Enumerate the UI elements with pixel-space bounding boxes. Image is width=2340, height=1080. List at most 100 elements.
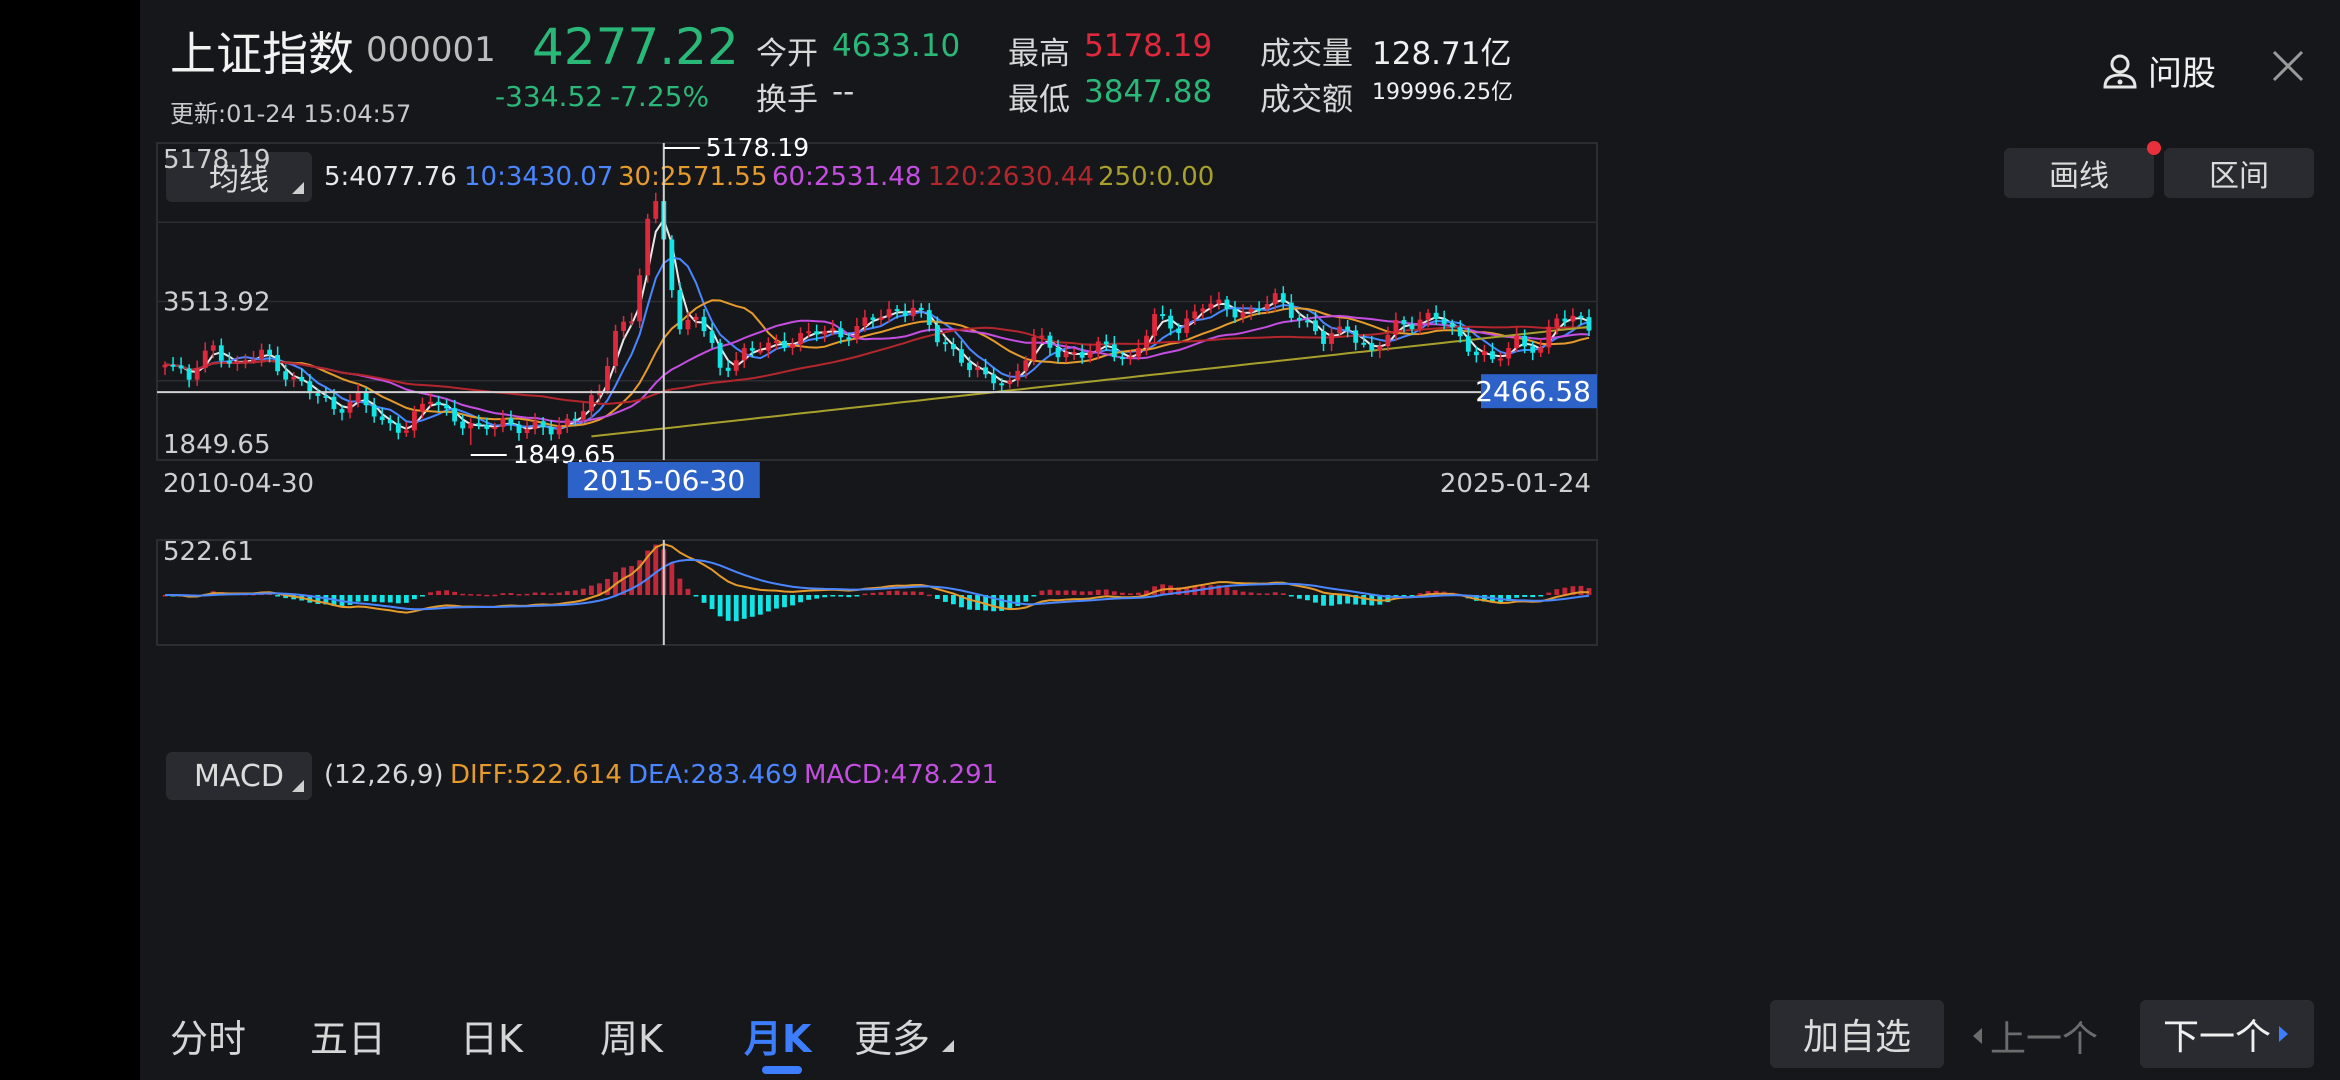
candle-body: [202, 350, 208, 368]
macd-lines: [164, 542, 1590, 614]
ask-stock-button[interactable]: 问股: [2100, 46, 2216, 95]
candle-body: [1457, 327, 1463, 337]
close-button[interactable]: [2268, 46, 2308, 90]
candlestick-chart[interactable]: 5178.19 3513.92 1849.65 2010-04-30 2025-…: [140, 0, 2340, 720]
candle-body: [757, 350, 763, 353]
candle-body: [1465, 336, 1471, 352]
ma-selector[interactable]: 均线: [166, 152, 312, 202]
macd-bar: [347, 595, 353, 605]
candle-body: [194, 367, 200, 380]
candle-body: [1393, 320, 1399, 335]
candle-body: [218, 345, 224, 361]
macd-bar: [1554, 589, 1560, 595]
macd-bar: [894, 590, 900, 595]
macd-bar: [1305, 595, 1310, 601]
macd-bar: [999, 595, 1005, 611]
candle-body: [323, 395, 329, 398]
candle-body: [484, 424, 490, 429]
candle-body: [1144, 335, 1149, 349]
amount-value: 199996.25亿: [1372, 80, 1513, 105]
macd-bar: [420, 595, 425, 597]
candle-body: [1345, 326, 1351, 331]
low-value: 3847.88: [1084, 74, 1213, 110]
macd-bar: [1256, 593, 1262, 595]
candle-body: [886, 309, 892, 318]
candle-body: [1490, 351, 1495, 360]
macd-bar: [959, 595, 964, 608]
stock-name: 上证指数: [170, 27, 354, 81]
range-button[interactable]: 区间: [2164, 148, 2314, 198]
stock-code: 000001: [366, 30, 496, 70]
y-axis-mid-label: 3513.92: [163, 288, 271, 318]
macd-bar: [1144, 590, 1149, 595]
candle-body: [1176, 328, 1182, 333]
tab-intraday[interactable]: 分时: [170, 1017, 247, 1061]
macd-bar: [476, 594, 482, 596]
candle-body: [725, 367, 731, 371]
candle-body: [1087, 351, 1093, 358]
candle-body: [774, 340, 779, 343]
tab-five-day[interactable]: 五日: [310, 1017, 387, 1061]
candle-body: [1272, 293, 1278, 305]
macd-chart[interactable]: 522.61: [140, 0, 2340, 980]
candle-body: [1095, 341, 1101, 352]
macd-bar: [934, 595, 940, 599]
macd-bar: [1152, 586, 1157, 595]
candle-body: [500, 418, 506, 428]
macd-bar: [572, 590, 578, 595]
draw-line-button[interactable]: 画线: [2004, 148, 2154, 198]
volume-value: 128.71亿: [1372, 36, 1512, 72]
macd-bar: [1514, 595, 1520, 598]
add-favorite-button[interactable]: 加自选: [1770, 1000, 1944, 1068]
candle-body: [1063, 352, 1069, 358]
candle-body: [1337, 326, 1343, 334]
candle-body: [1554, 318, 1560, 327]
macd-bar: [910, 591, 916, 595]
macd-bar: [1401, 595, 1407, 597]
next-stock-button[interactable]: 下一个: [2140, 1000, 2314, 1068]
candle-body: [243, 360, 248, 363]
tab-weekly-k[interactable]: 周K: [600, 1017, 663, 1061]
candle-body: [1152, 314, 1157, 336]
macd-bar: [323, 595, 329, 605]
macd-bar: [371, 595, 377, 602]
corner-triangle-icon: [292, 182, 304, 194]
macd-bar: [653, 544, 659, 595]
macd-bar: [436, 590, 441, 595]
candle-body: [436, 401, 441, 405]
low-label: 最低: [1008, 82, 1070, 118]
tab-daily-k[interactable]: 日K: [460, 1017, 523, 1061]
candle-body: [548, 427, 554, 435]
ma30-line: [164, 299, 1590, 428]
tab-monthly-k[interactable]: 月K: [744, 1017, 812, 1061]
macd-bar: [548, 593, 554, 595]
macd-bar: [1128, 593, 1133, 595]
macd-bar: [1087, 591, 1093, 595]
candle-body: [1208, 303, 1214, 309]
candle-body: [1192, 311, 1198, 319]
candle-body: [806, 331, 812, 334]
macd-bar: [854, 595, 860, 597]
macd-axis-top-label: 522.61: [163, 537, 254, 567]
candle-body: [444, 404, 449, 409]
user-icon: [2103, 54, 2137, 88]
candle-body: [846, 337, 852, 340]
macd-selector-label: MACD: [194, 758, 284, 794]
macd-selector[interactable]: MACD: [166, 752, 312, 800]
macd-bar: [765, 595, 771, 612]
candle-body: [942, 342, 948, 345]
candle-body: [918, 307, 924, 311]
range-label: 区间: [2209, 159, 2269, 194]
prev-stock-button[interactable]: 上一个: [1970, 1010, 2098, 1062]
candle-body: [1329, 333, 1334, 344]
macd-bar: [1570, 586, 1576, 595]
candle-body: [1039, 335, 1045, 338]
macd-bar: [1095, 589, 1101, 595]
candle-body: [339, 409, 345, 413]
tab-more[interactable]: 更多: [854, 1008, 955, 1063]
candle-body: [170, 364, 176, 367]
macd-bar: [1473, 595, 1479, 601]
macd-bar: [524, 593, 530, 596]
candle-body: [975, 367, 980, 371]
candle-body: [790, 344, 795, 348]
